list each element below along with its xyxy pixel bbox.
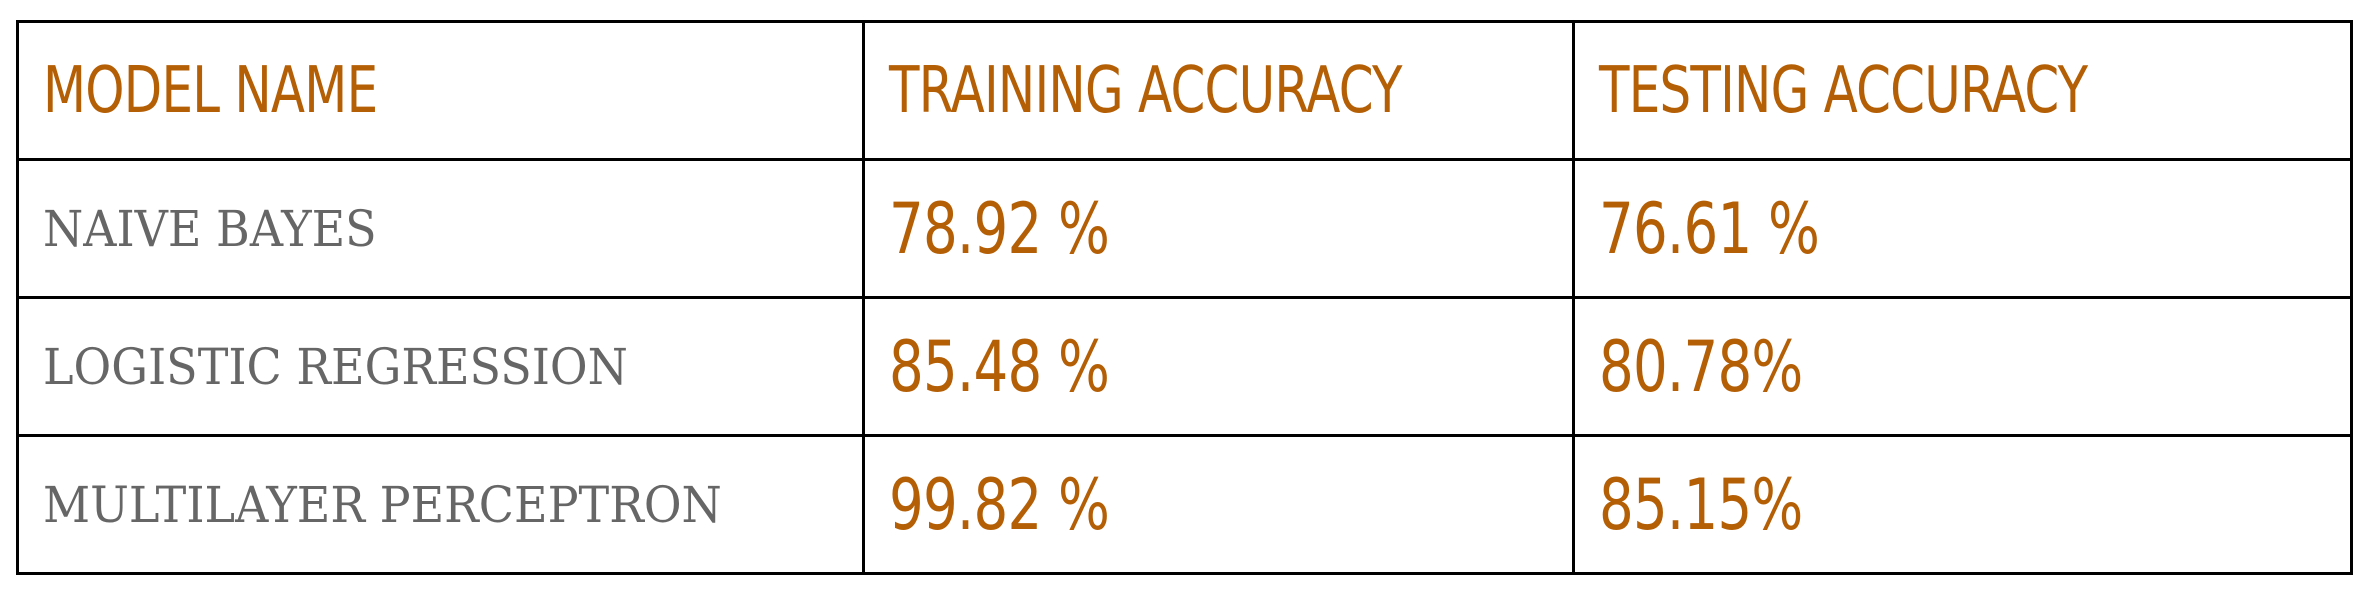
training-accuracy-cell: 99.82 % — [862, 434, 1575, 575]
testing-accuracy-cell: 80.78% — [1572, 296, 2353, 437]
header-testing-accuracy: TESTING ACCURACY — [1599, 53, 2088, 128]
header-cell-training-accuracy: TRAINING ACCURACY — [862, 20, 1575, 161]
header-model-name: MODEL NAME — [43, 53, 378, 128]
header-cell-testing-accuracy: TESTING ACCURACY — [1572, 20, 2353, 161]
header-training-accuracy: TRAINING ACCURACY — [889, 53, 1402, 128]
model-accuracy-table: MODEL NAME TRAINING ACCURACY TESTING ACC… — [16, 20, 2353, 575]
model-name: LOGISTIC REGRESSION — [43, 337, 628, 396]
table-row: NAIVE BAYES 78.92 % 76.61 % — [16, 158, 2353, 299]
training-accuracy-cell: 78.92 % — [862, 158, 1575, 299]
model-name-cell: LOGISTIC REGRESSION — [16, 296, 865, 437]
model-name-cell: NAIVE BAYES — [16, 158, 865, 299]
model-name: NAIVE BAYES — [43, 199, 377, 258]
testing-accuracy-value: 76.61 % — [1599, 187, 1820, 270]
testing-accuracy-value: 85.15% — [1599, 463, 1803, 546]
testing-accuracy-cell: 85.15% — [1572, 434, 2353, 575]
testing-accuracy-value: 80.78% — [1599, 325, 1803, 408]
table-header-row: MODEL NAME TRAINING ACCURACY TESTING ACC… — [16, 20, 2353, 161]
training-accuracy-value: 99.82 % — [889, 463, 1110, 546]
training-accuracy-value: 85.48 % — [889, 325, 1110, 408]
table-row: LOGISTIC REGRESSION 85.48 % 80.78% — [16, 296, 2353, 437]
training-accuracy-value: 78.92 % — [889, 187, 1110, 270]
header-cell-model-name: MODEL NAME — [16, 20, 865, 161]
training-accuracy-cell: 85.48 % — [862, 296, 1575, 437]
testing-accuracy-cell: 76.61 % — [1572, 158, 2353, 299]
model-name-cell: MULTILAYER PERCEPTRON — [16, 434, 865, 575]
table-row: MULTILAYER PERCEPTRON 99.82 % 85.15% — [16, 434, 2353, 575]
model-name: MULTILAYER PERCEPTRON — [43, 475, 722, 534]
